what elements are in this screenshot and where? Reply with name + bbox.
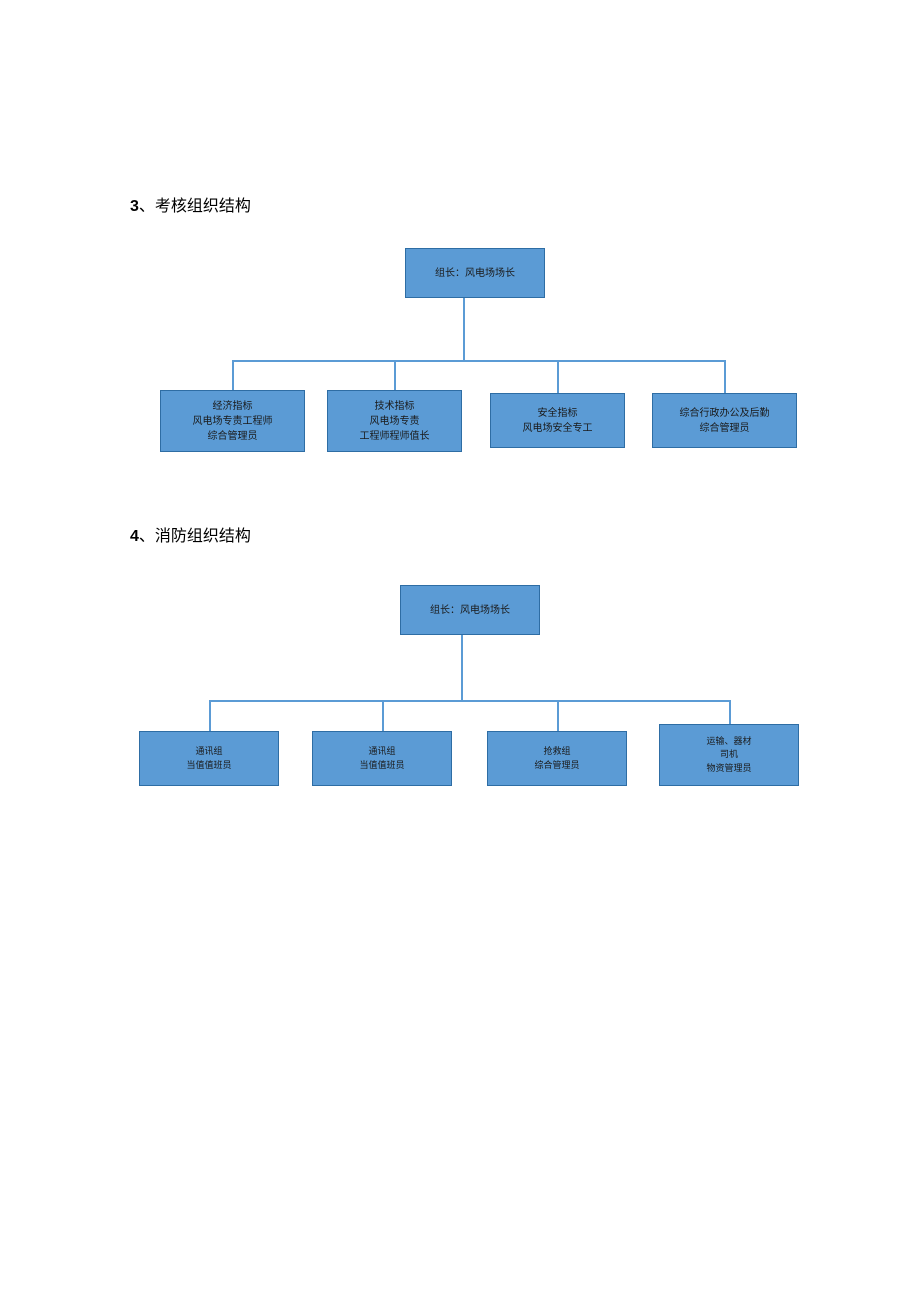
c1-child-2-line2: 风电场专责	[370, 414, 420, 429]
c2-child-2: 通讯组 当值值班员	[312, 731, 452, 786]
c2-child-3-line1: 抢救组	[543, 745, 570, 759]
c1-child-4-line2: 综合管理员	[700, 421, 750, 436]
c2-drop-1	[209, 700, 211, 731]
c1-child-2-line1: 技术指标	[375, 399, 415, 414]
c2-child-1-line2: 当值值班员	[186, 759, 231, 773]
c1-root-box: 组长：风电场场长	[405, 248, 545, 298]
c2-root-label: 组长：风电场场长	[430, 603, 510, 618]
c2-child-3: 抢救组 综合管理员	[487, 731, 627, 786]
c2-drop-2	[382, 700, 384, 731]
heading-assessment: 3、考核组织结构	[130, 192, 251, 216]
c1-child-2: 技术指标 风电场专责 工程师程师值长	[327, 390, 462, 452]
c1-drop-2	[394, 360, 396, 390]
c2-drop-3	[557, 700, 559, 731]
c1-drop-3	[557, 360, 559, 393]
c2-drop-4	[729, 700, 731, 724]
c2-child-4-line2: 司机	[720, 748, 738, 762]
heading2-number: 4	[130, 528, 139, 545]
heading-title: 考核组织结构	[155, 198, 251, 215]
c1-drop-4	[724, 360, 726, 393]
c1-child-1-line2: 风电场专责工程师	[193, 414, 273, 429]
heading2-sep: 、	[139, 528, 155, 545]
c2-child-4: 运输、器材 司机 物资管理员	[659, 724, 799, 786]
heading-sep: 、	[139, 198, 155, 215]
c2-child-1: 通讯组 当值值班员	[139, 731, 279, 786]
c2-trunk	[461, 635, 463, 700]
c2-child-2-line2: 当值值班员	[359, 759, 404, 773]
c1-child-4-line1: 综合行政办公及后勤	[680, 406, 770, 421]
c1-drop-1	[232, 360, 234, 390]
c1-child-2-line3: 工程师程师值长	[360, 429, 430, 444]
c1-child-3: 安全指标 风电场安全专工	[490, 393, 625, 448]
c1-bus	[232, 360, 724, 362]
c1-child-3-line1: 安全指标	[538, 406, 578, 421]
c1-trunk	[463, 298, 465, 360]
c2-child-1-line1: 通讯组	[195, 745, 222, 759]
c1-child-1-line3: 综合管理员	[208, 429, 258, 444]
heading2-title: 消防组织结构	[155, 528, 251, 545]
c2-child-3-line2: 综合管理员	[534, 759, 579, 773]
c1-child-3-line2: 风电场安全专工	[523, 421, 593, 436]
c2-root-box: 组长：风电场场长	[400, 585, 540, 635]
c1-child-1-line1: 经济指标	[213, 399, 253, 414]
c2-child-4-line3: 物资管理员	[706, 762, 751, 776]
c1-root-label: 组长：风电场场长	[435, 266, 515, 281]
c2-bus	[209, 700, 729, 702]
c2-child-2-line1: 通讯组	[368, 745, 395, 759]
c2-child-4-line1: 运输、器材	[706, 735, 751, 749]
c1-child-1: 经济指标 风电场专责工程师 综合管理员	[160, 390, 305, 452]
c1-child-4: 综合行政办公及后勤 综合管理员	[652, 393, 797, 448]
heading-fire: 4、消防组织结构	[130, 522, 251, 546]
heading-number: 3	[130, 198, 139, 215]
